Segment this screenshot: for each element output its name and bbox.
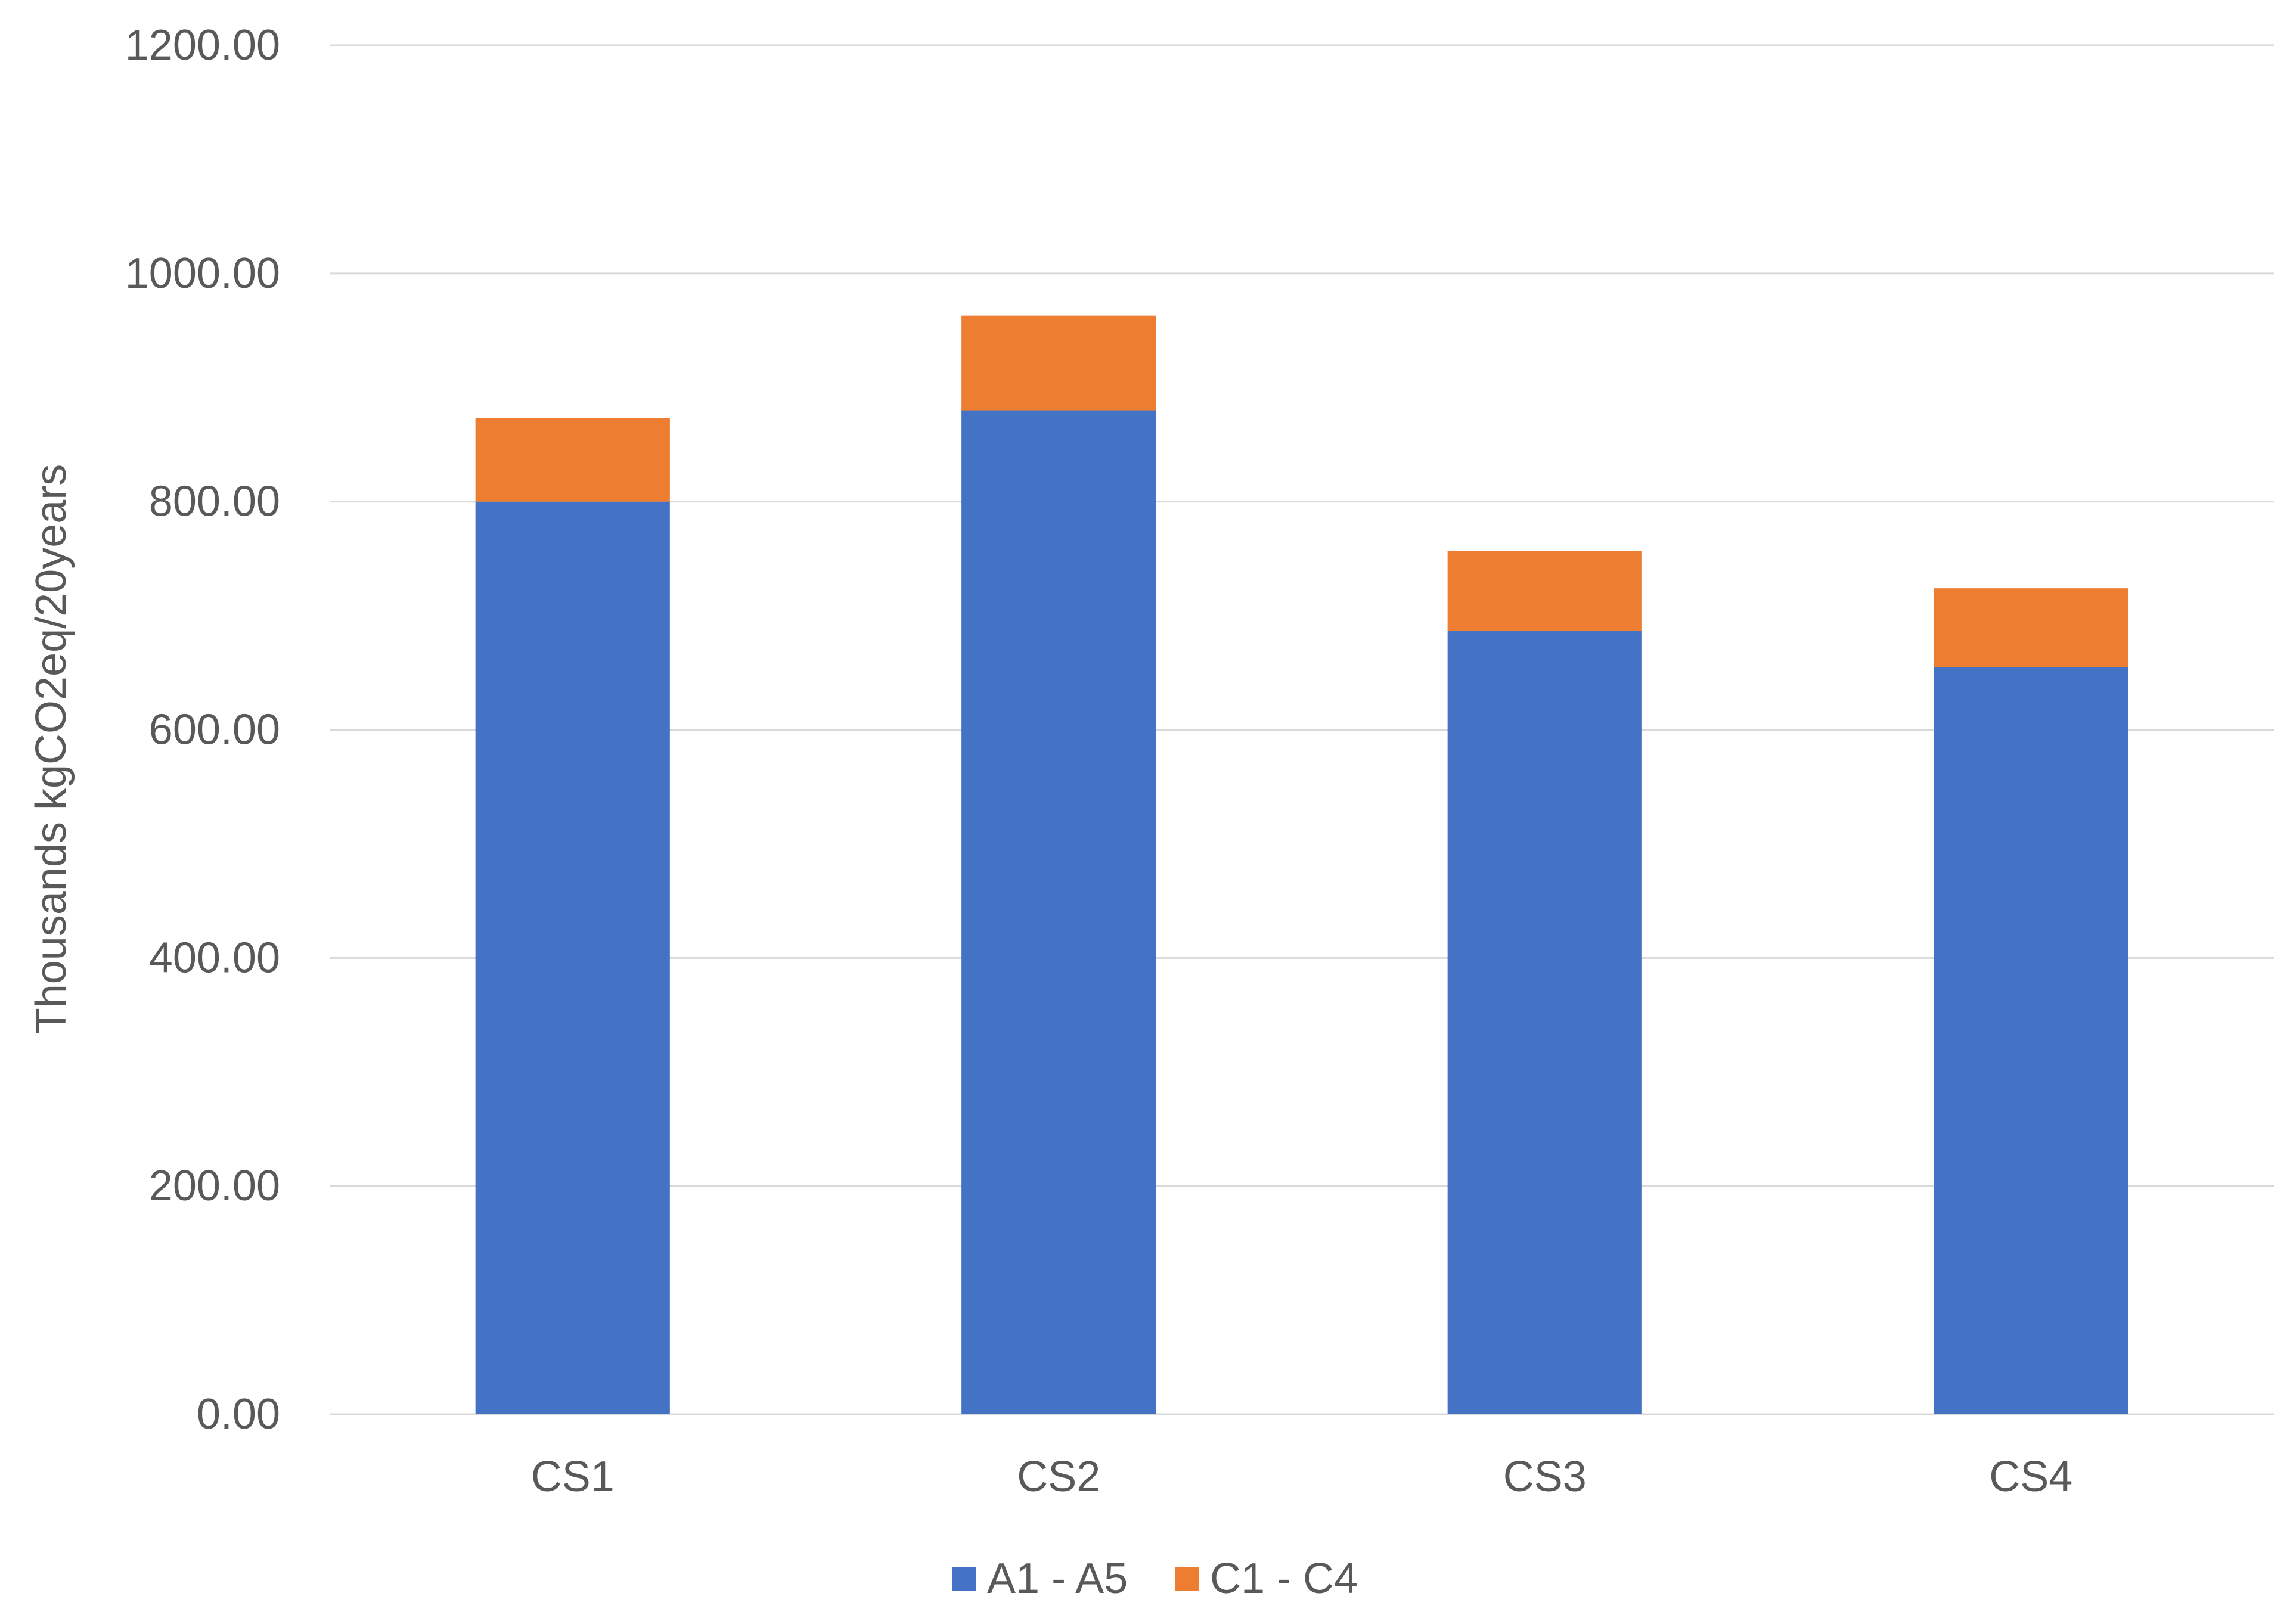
bar-cs2-series-1 bbox=[961, 410, 1156, 1414]
x-tick-label: CS2 bbox=[1017, 1453, 1100, 1501]
y-tick-label: 1200.00 bbox=[125, 21, 280, 69]
bar-cs4-series-2 bbox=[1934, 588, 2128, 667]
x-axis-ticks: CS1 CS2 CS3 CS4 bbox=[531, 1453, 2073, 1501]
y-tick-label: 0.00 bbox=[197, 1390, 280, 1438]
legend-label: C1 - C4 bbox=[1210, 1555, 1358, 1603]
legend-swatch bbox=[1175, 1567, 1199, 1591]
x-tick-label: CS1 bbox=[531, 1453, 615, 1501]
bar-cs3-series-2 bbox=[1447, 550, 1642, 631]
bars bbox=[475, 315, 2128, 1414]
y-tick-label: 800.00 bbox=[149, 478, 280, 526]
y-axis-ticks: 0.00 200.00 400.00 600.00 800.00 1000.00 1200.… bbox=[125, 21, 280, 1438]
y-tick-label: 400.00 bbox=[149, 934, 280, 982]
bar-cs1-series-2 bbox=[475, 418, 670, 502]
y-tick-label: 600.00 bbox=[149, 706, 280, 754]
legend-label: A1 - A5 bbox=[987, 1555, 1128, 1603]
x-tick-label: CS3 bbox=[1503, 1453, 1587, 1501]
bar-cs4-series-1 bbox=[1934, 667, 2128, 1414]
y-tick-label: 1000.00 bbox=[125, 250, 280, 297]
bar-cs2-series-2 bbox=[961, 315, 1156, 411]
legend: A1 - A5 C1 - C4 bbox=[952, 1555, 1358, 1603]
x-tick-label: CS4 bbox=[1989, 1453, 2072, 1501]
y-tick-label: 200.00 bbox=[149, 1162, 280, 1210]
bar-cs1-series-1 bbox=[475, 501, 670, 1414]
bar-cs3-series-1 bbox=[1447, 630, 1642, 1414]
y-axis-title: Thousands kgCO2eq/20years bbox=[27, 464, 75, 1035]
legend-swatch bbox=[952, 1567, 976, 1591]
